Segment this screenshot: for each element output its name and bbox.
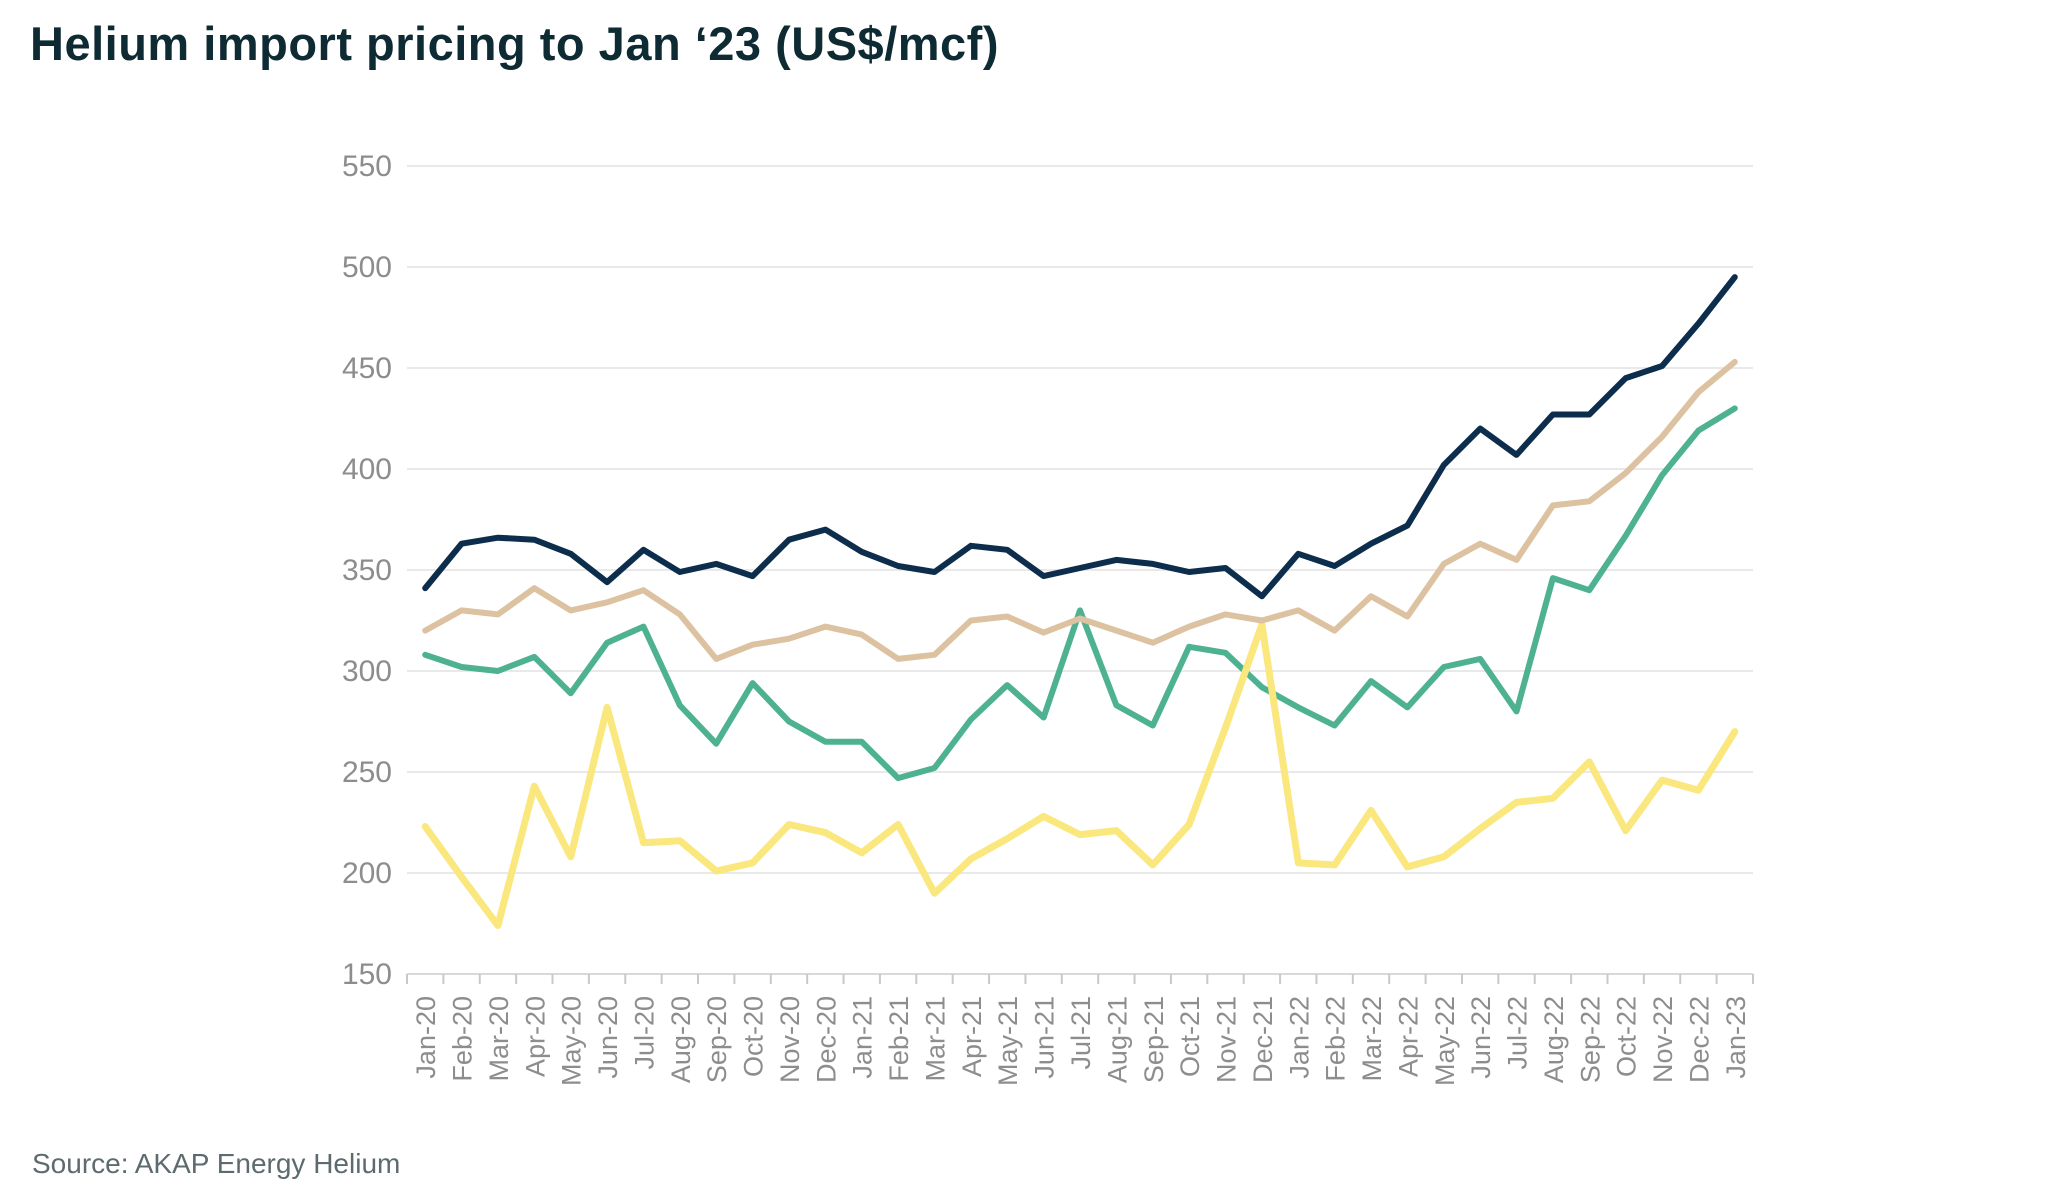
x-axis-label: Oct-20 [739, 996, 769, 1077]
page-title: Helium import pricing to Jan ‘23 (US$/mc… [30, 17, 999, 70]
x-axis-label: Jul-20 [629, 996, 659, 1070]
y-axis-tick-label: 500 [342, 251, 392, 284]
y-axis-tick-label: 200 [342, 857, 392, 890]
y-axis-tick-label: 550 [342, 150, 392, 183]
series-line-green [422, 405, 1738, 782]
x-axis-label: Mar-22 [1357, 996, 1387, 1082]
x-axis-label: Sep-20 [702, 996, 732, 1083]
x-axis-label: Apr-20 [520, 996, 550, 1077]
x-axis-label: Sep-22 [1575, 996, 1605, 1083]
x-axis-label: Sep-21 [1139, 996, 1169, 1083]
x-axis-label: Jul-22 [1503, 996, 1533, 1070]
x-axis-label: May-22 [1430, 996, 1460, 1086]
x-axis-label: Jan-21 [848, 996, 878, 1079]
y-axis-tick-label: 150 [342, 958, 392, 991]
x-axis-label: Aug-21 [1102, 996, 1132, 1083]
x-axis-label: Jun-22 [1466, 996, 1496, 1079]
x-axis-label: Nov-20 [775, 996, 805, 1083]
x-axis-label: Jan-22 [1284, 996, 1314, 1079]
x-axis-label: Feb-21 [884, 996, 914, 1082]
series-line-yellow [421, 621, 1739, 929]
x-axis-label: Feb-20 [448, 996, 478, 1082]
x-axis-label: Apr-21 [957, 996, 987, 1077]
x-axis-label: Nov-21 [1212, 996, 1242, 1083]
x-axis-label: Jan-20 [411, 996, 441, 1079]
x-axis-label: Mar-20 [484, 996, 514, 1082]
x-axis-label: Dec-22 [1684, 996, 1714, 1083]
x-axis-label: Jan-23 [1721, 996, 1751, 1079]
x-axis-label: Dec-21 [1248, 996, 1278, 1083]
x-axis-label: Oct-21 [1175, 996, 1205, 1077]
y-axis-tick-label: 300 [342, 655, 392, 688]
source-note: Source: AKAP Energy Helium [32, 1148, 401, 1179]
x-axis-label: Apr-22 [1393, 996, 1423, 1077]
x-axis-label: Jul-21 [1066, 996, 1096, 1070]
x-axis-label: Jun-20 [593, 996, 623, 1079]
x-axis-label: Mar-21 [920, 996, 950, 1082]
y-axis-tick-label: 400 [342, 453, 392, 486]
x-axis-label: Oct-22 [1612, 996, 1642, 1077]
x-axis-label: May-21 [993, 996, 1023, 1086]
y-axis-tick-label: 350 [342, 554, 392, 587]
x-axis-label: Nov-22 [1648, 996, 1678, 1083]
series-line-navy [422, 274, 1738, 600]
x-axis-label: May-20 [557, 996, 587, 1086]
x-axis-label: Aug-22 [1539, 996, 1569, 1083]
x-axis-label: Aug-20 [666, 996, 696, 1083]
series-line-tan [422, 358, 1738, 662]
y-axis-tick-label: 450 [342, 352, 392, 385]
x-axis-label: Feb-22 [1321, 996, 1351, 1082]
x-axis-label: Dec-20 [811, 996, 841, 1083]
y-axis-tick-label: 250 [342, 756, 392, 789]
x-axis-label: Jun-21 [1030, 996, 1060, 1079]
